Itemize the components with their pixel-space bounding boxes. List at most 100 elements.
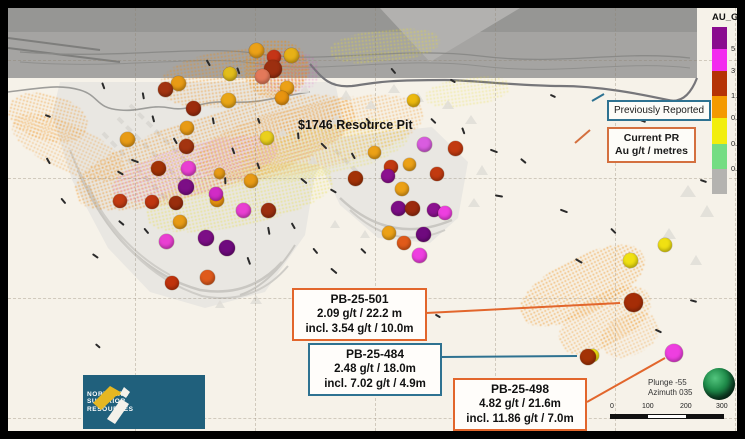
callout-pb-25-484: PB-25-484 2.48 g/t / 18.0m incl. 7.02 g/…	[308, 343, 442, 396]
legend-band-label: 1.5	[731, 91, 737, 100]
drill-intercept-dot	[223, 67, 237, 81]
drill-intercept-dot	[260, 202, 276, 218]
slope-triangle	[300, 85, 310, 93]
scale-tick-300: 300	[716, 403, 728, 410]
grid-line-vertical	[615, 8, 616, 431]
resource-pit-label: $1746 Resource Pit	[298, 118, 413, 132]
hole-id: PB-25-498	[490, 382, 550, 396]
grid-line-vertical	[735, 8, 736, 431]
company-logo: NORTHERN SUPERIOR RESOURCES	[83, 375, 205, 429]
slope-triangle	[340, 90, 352, 100]
drill-intercept-dot	[275, 91, 289, 105]
azimuth-label: Azimuth 035	[648, 388, 693, 397]
drill-intercept-dot	[382, 226, 396, 240]
slope-triangle	[250, 295, 262, 304]
plunge-label: Plunge -55	[648, 378, 687, 387]
slope-triangle	[465, 115, 477, 124]
previously-reported-leader	[591, 93, 605, 102]
drill-intercept-dot	[395, 182, 409, 196]
drill-intercept-dot	[254, 68, 270, 84]
grid-line-vertical	[495, 8, 496, 431]
grid-line-vertical	[135, 8, 136, 431]
included-interval: incl. 11.86 g/t / 7.0m	[466, 413, 574, 425]
grid-line-horizontal	[8, 60, 737, 61]
slope-triangle	[215, 300, 225, 308]
drill-intercept-dot	[438, 206, 452, 220]
callout-pb-25-501: PB-25-501 2.09 g/t / 22.2 m incl. 3.54 g…	[292, 288, 427, 341]
hole-id: PB-25-501	[330, 292, 389, 306]
included-interval: incl. 7.02 g/t / 4.9m	[324, 378, 426, 390]
grid-line-vertical	[255, 8, 256, 431]
drill-intercept-dot	[199, 269, 215, 285]
drill-intercept-dot	[198, 230, 214, 246]
drill-intercept-dot	[244, 174, 258, 188]
drill-intercept-dot	[170, 75, 186, 91]
slope-triangle	[700, 205, 714, 217]
callout-leader-498	[586, 357, 666, 403]
drill-plan-map: $1746 Resource Pit AU_GT 531.50.50.30.1 …	[8, 8, 737, 431]
slope-triangle	[442, 100, 454, 109]
current-pr-leader	[574, 129, 591, 144]
drill-intercept-dot	[622, 252, 638, 268]
drill-intercept-dot	[658, 238, 672, 252]
drill-intercept-dot	[416, 136, 432, 152]
hole-id: PB-25-484	[345, 347, 405, 361]
topography-light-wedge	[380, 8, 520, 62]
orientation-sphere-icon	[703, 368, 735, 400]
legend-band: 1.5	[712, 71, 737, 100]
intercept-dot-layer	[8, 8, 737, 431]
slope-triangle	[476, 165, 488, 175]
callout-leader-484	[440, 355, 578, 358]
legend-band-label: 0.5	[731, 113, 737, 122]
drill-intercept-dot	[219, 240, 235, 256]
included-interval: incl. 3.54 g/t / 10.0m	[305, 323, 414, 335]
drill-intercept-dot	[150, 160, 166, 176]
slope-hachure-layer	[8, 8, 737, 431]
drill-intercept-dot	[145, 195, 159, 209]
grid-line-horizontal	[8, 178, 737, 179]
scale-tick-0: 0	[610, 403, 614, 410]
legend-title: AU_GT	[712, 12, 737, 23]
legend-band-label: 3	[731, 66, 736, 75]
legend-band: 0.3	[712, 118, 737, 148]
legend-band: 0.1	[712, 144, 737, 173]
drill-intercept-dot	[430, 167, 444, 181]
drill-intercept-dot	[390, 200, 406, 216]
scale-bar-segments	[610, 414, 724, 419]
grid-line-vertical	[375, 8, 376, 431]
drill-intercept-dot	[169, 196, 183, 210]
drill-intercept-dot	[347, 170, 363, 186]
drill-intercept-dot	[165, 276, 179, 290]
drill-intercept-dot	[235, 202, 251, 218]
drill-intercept-dot	[397, 236, 411, 250]
drill-intercept-dot	[209, 187, 223, 201]
callout-pb-25-498: PB-25-498 4.82 g/t / 21.6m incl. 11.86 g…	[453, 378, 587, 431]
grade-legend: AU_GT 5 3 1.5 0.5 0.3 0.1	[705, 12, 737, 194]
drill-intercept-dot	[180, 160, 196, 176]
current-pr-line2: Au g/t / metres	[615, 145, 688, 157]
slope-triangle	[690, 255, 702, 265]
drill-intercept-dot	[178, 138, 194, 154]
legend-color-bar: 5 3 1.5 0.5 0.3 0.1	[712, 27, 737, 194]
legend-band: 0.5	[712, 96, 737, 122]
drill-intercept-dot	[213, 167, 225, 179]
drill-intercept-dot	[185, 100, 201, 116]
legend-band: 3	[712, 49, 735, 75]
callout-leader-501	[425, 302, 621, 314]
interval: 2.48 g/t / 18.0m	[334, 363, 416, 375]
drill-intercept-dot	[381, 169, 395, 183]
drill-intercept-dot	[580, 349, 596, 365]
drill-intercept-dot	[427, 203, 441, 217]
slope-triangle	[662, 228, 676, 239]
topography-dark-strip	[8, 8, 697, 32]
slope-triangle	[360, 230, 370, 238]
drill-intercept-dot	[113, 194, 127, 208]
drill-intercept-dot	[402, 157, 416, 171]
drill-intercept-dot	[260, 131, 274, 145]
scale-tick-200: 200	[680, 403, 692, 410]
slope-triangle	[278, 128, 288, 136]
drill-intercept-dot	[283, 47, 299, 63]
drill-intercept-dot	[415, 226, 431, 242]
legend-band	[712, 169, 727, 194]
drill-intercept-dot	[173, 215, 187, 229]
